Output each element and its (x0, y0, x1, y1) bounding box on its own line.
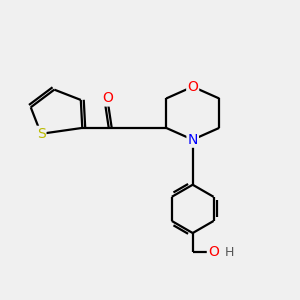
Text: H: H (225, 246, 234, 259)
Text: N: N (188, 133, 198, 147)
Text: O: O (187, 80, 198, 94)
Text: O: O (208, 245, 219, 259)
Text: S: S (37, 127, 45, 141)
Text: O: O (102, 92, 113, 106)
